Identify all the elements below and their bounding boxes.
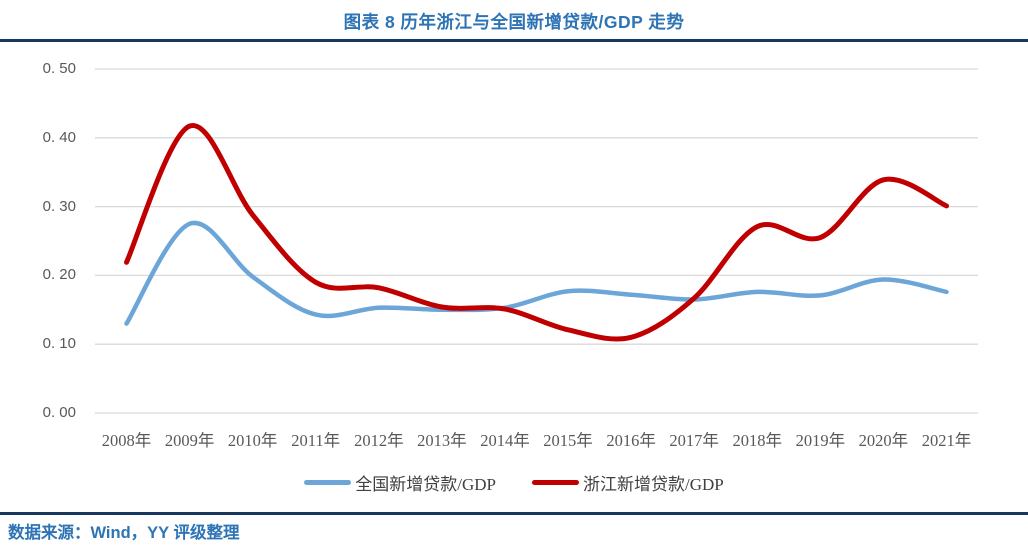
x-tick-label: 2012年 <box>354 431 404 450</box>
y-tick-label: 0. 00 <box>42 404 76 421</box>
x-tick-label: 2016年 <box>606 431 656 450</box>
chart-legend: 全国新增贷款/GDP 浙江新增贷款/GDP <box>0 470 1028 495</box>
legend-item-zhejiang: 浙江新增贷款/GDP <box>532 470 724 495</box>
x-tick-label: 2014年 <box>480 431 530 450</box>
x-tick-label: 2020年 <box>858 431 909 450</box>
x-tick-label: 2015年 <box>543 431 593 450</box>
series-line-0 <box>124 220 949 326</box>
x-tick-label: 2021年 <box>921 431 972 450</box>
x-tick-label: 2018年 <box>732 431 783 450</box>
y-tick-label: 0. 50 <box>42 60 76 77</box>
zhejiang-line-swatch-icon <box>532 480 579 485</box>
y-tick-label: 0. 30 <box>42 197 76 215</box>
x-tick-label: 2011年 <box>291 431 341 450</box>
x-tick-label: 2009年 <box>164 431 215 450</box>
legend-label-national: 全国新增贷款/GDP <box>355 475 496 494</box>
x-tick-label: 2017年 <box>669 431 719 450</box>
legend-label-zhejiang: 浙江新增贷款/GDP <box>583 475 724 494</box>
data-source-note: 数据来源：Wind，YY 评级整理 <box>8 524 240 542</box>
y-tick-label: 0. 20 <box>42 266 76 284</box>
legend-item-national: 全国新增贷款/GDP <box>304 470 496 495</box>
title-divider-rule <box>0 39 1028 42</box>
x-tick-label: 2019年 <box>795 431 846 450</box>
series-line-1 <box>124 123 949 342</box>
y-tick-label: 0. 40 <box>42 128 76 146</box>
y-tick-label: 0. 10 <box>42 335 76 353</box>
national-line-swatch-icon <box>304 480 352 485</box>
x-tick-label: 2013年 <box>417 431 467 450</box>
chart-title: 图表 8 历年浙江与全国新增贷款/GDP 走势 <box>343 12 685 32</box>
x-tick-label: 2008年 <box>101 431 152 450</box>
footer-divider-rule <box>0 512 1028 515</box>
x-tick-label: 2010年 <box>227 431 278 450</box>
